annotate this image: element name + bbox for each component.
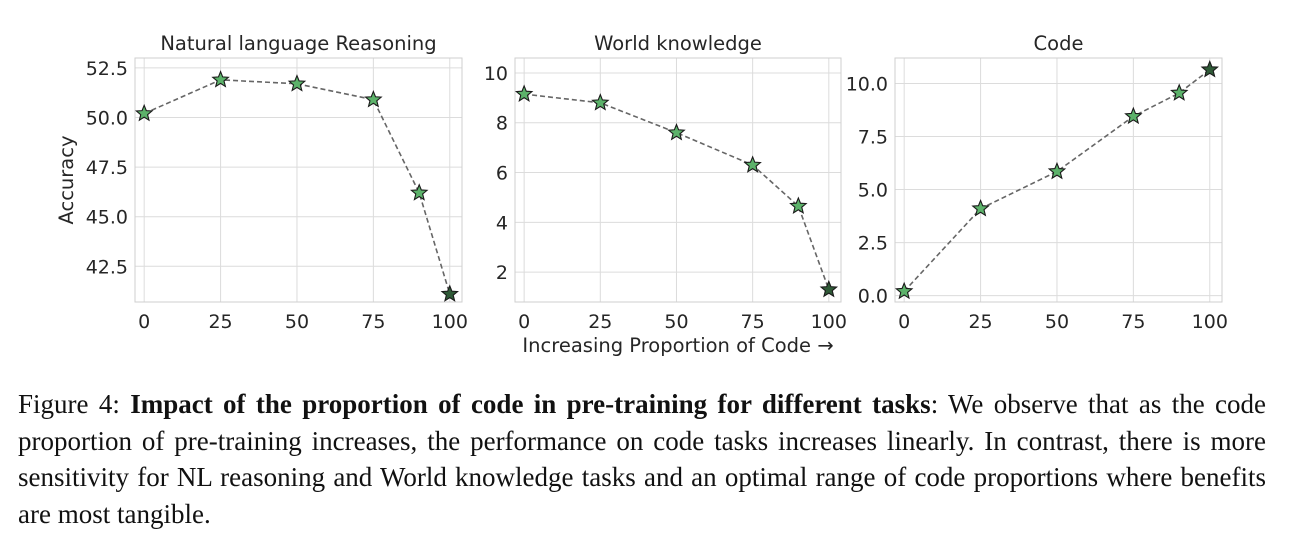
y-tick-label: 10 <box>484 63 508 85</box>
data-point-star <box>971 198 990 217</box>
y-tick-label: 50.0 <box>86 108 128 130</box>
y-tick-label: 4 <box>496 212 508 234</box>
x-tick-label: 75 <box>741 311 765 333</box>
y-tick-label: 52.5 <box>86 58 128 80</box>
x-tick-label: 25 <box>208 311 232 333</box>
x-axis-label: Increasing Proportion of Code → <box>522 334 833 357</box>
x-tick-label: 100 <box>432 311 468 333</box>
x-tick-label: 75 <box>361 311 385 333</box>
data-point-star <box>410 183 429 201</box>
y-tick-label: 8 <box>496 113 508 135</box>
caption-text: : We observe that as the code proportion… <box>18 389 1267 529</box>
y-tick-label: 42.5 <box>86 256 128 278</box>
plot-frame <box>134 57 463 303</box>
y-tick-label: 7.5 <box>858 127 888 149</box>
x-tick-label: 25 <box>588 311 612 333</box>
data-point-star <box>211 70 230 88</box>
y-tick-label: 10.0 <box>846 73 888 95</box>
x-tick-label: 75 <box>1121 311 1145 333</box>
chart-panel-3: 0 25 50 75 100 0.0 2.5 5.0 7.5 10.0 Code <box>846 32 1228 333</box>
x-tick-label: 0 <box>138 311 150 333</box>
x-tick-label: 100 <box>811 311 847 333</box>
data-point-star <box>287 74 307 92</box>
plot-frame <box>894 57 1223 303</box>
data-point-star <box>364 89 383 108</box>
chart-panel-1: 0 25 50 75 100 42.5 45.0 47.5 50.0 52.5 Natural la… <box>55 32 468 333</box>
data-point-star <box>743 155 762 173</box>
data-point-star <box>514 84 534 102</box>
chart-panel-2: 0 25 50 75 100 2 4 6 8 10 World knowledge Increasin… <box>484 32 847 357</box>
y-axis-label: Accuracy <box>55 135 78 224</box>
data-point-star <box>894 281 914 300</box>
caption-bold-title: Impact of the proportion of code in pre-… <box>130 389 931 419</box>
data-point-star <box>440 284 459 302</box>
y-tick-label: 2.5 <box>858 233 888 255</box>
x-tick-label: 50 <box>285 311 309 333</box>
chart-title: World knowledge <box>594 32 762 55</box>
data-point-star <box>1047 161 1067 180</box>
x-tick-label: 50 <box>1045 311 1069 333</box>
data-point-star <box>134 103 154 122</box>
y-tick-label: 47.5 <box>86 157 128 179</box>
x-tick-label: 0 <box>518 311 530 333</box>
x-tick-label: 100 <box>1192 311 1228 333</box>
y-tick-label: 45.0 <box>86 207 128 229</box>
caption-label: Figure 4: <box>18 389 131 419</box>
series-line <box>903 69 1211 292</box>
chart-title: Code <box>1034 32 1084 55</box>
data-point-star <box>1200 59 1219 78</box>
data-point-star <box>667 123 686 141</box>
plot-frame <box>514 57 842 303</box>
data-point-star <box>591 93 610 111</box>
data-point-star <box>1124 106 1143 125</box>
figure-caption: Figure 4: Impact of the proportion of co… <box>18 386 1266 532</box>
y-tick-label: 2 <box>496 262 508 284</box>
data-point-star <box>819 279 839 298</box>
x-tick-label: 25 <box>968 311 992 333</box>
x-tick-label: 50 <box>664 311 688 333</box>
y-tick-label: 5.0 <box>858 180 888 202</box>
data-point-star <box>1170 83 1189 101</box>
y-tick-label: 0.0 <box>858 286 888 308</box>
x-tick-label: 0 <box>898 311 910 333</box>
chart-title: Natural language Reasoning <box>160 32 436 55</box>
y-tick-label: 6 <box>496 163 508 185</box>
data-point-star <box>789 196 808 214</box>
